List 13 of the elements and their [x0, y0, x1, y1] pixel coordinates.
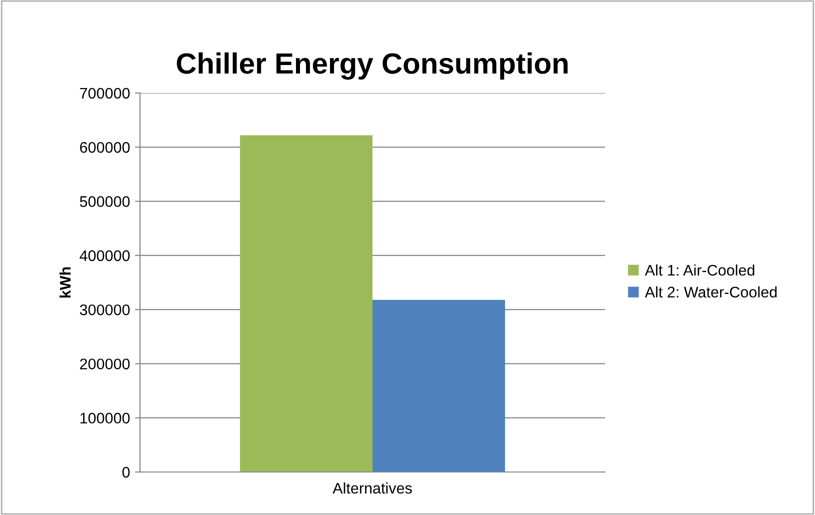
legend-label: Alt 1: Air-Cooled: [644, 264, 754, 276]
y-tick-label: 300000: [80, 304, 130, 316]
legend-label: Alt 2: Water-Cooled: [644, 286, 777, 298]
y-tick-label: 400000: [80, 250, 130, 262]
y-tick-label: 100000: [80, 412, 130, 424]
y-tick-label: 200000: [80, 358, 130, 370]
y-axis-title: kWh: [60, 267, 71, 298]
chart-title: Chiller Energy Consumption: [176, 52, 568, 80]
y-tick-label: 600000: [80, 142, 130, 153]
y-tick-label: 500000: [80, 196, 130, 207]
y-tick-label: 0: [122, 466, 130, 478]
x-axis-title: Alternatives: [332, 482, 412, 494]
y-tick-label: 700000: [80, 88, 130, 99]
